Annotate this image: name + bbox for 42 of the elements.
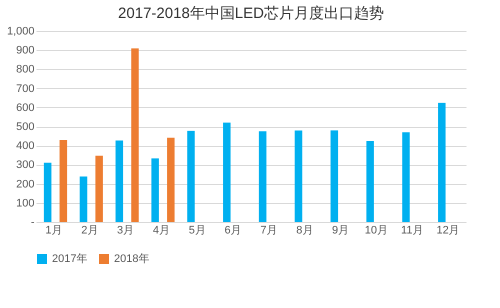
y-tick-label: 700: [16, 82, 34, 95]
x-tick-label: 3月: [117, 224, 134, 236]
bar: [294, 130, 302, 222]
x-tick-label: 5月: [188, 224, 206, 236]
chart-title: 2017-2018年中国LED芯片月度出口趋势: [118, 5, 384, 22]
bar: [402, 132, 410, 222]
x-tick-label: 6月: [224, 224, 242, 236]
y-tick-label: 600: [16, 102, 34, 114]
bar: [60, 140, 68, 222]
x-tick-label: 11月: [401, 224, 424, 236]
bar: [167, 138, 175, 222]
y-tick-label: 100: [16, 197, 34, 210]
bar: [116, 140, 124, 222]
x-tick-label: 7月: [260, 224, 278, 236]
bar: [44, 162, 52, 222]
bar: [223, 122, 231, 222]
bar: [95, 156, 103, 222]
bar: [366, 141, 374, 222]
y-tick-label: 200: [16, 178, 34, 190]
x-tick-label: 10月: [364, 224, 388, 236]
x-tick-label: 4月: [152, 224, 170, 236]
bar: [80, 176, 88, 222]
x-tick-label: 2月: [81, 224, 98, 236]
bar: [258, 131, 266, 222]
y-tick-label: 300: [16, 159, 34, 172]
x-tick-label: 1月: [45, 224, 62, 236]
y-tick-label: -: [30, 216, 35, 228]
legend-label: 2017年: [52, 253, 88, 265]
x-tick-label: 9月: [332, 224, 350, 236]
y-tick-label: 500: [16, 121, 34, 133]
legend-label: 2018年: [114, 253, 150, 265]
y-tick-label: 800: [16, 64, 34, 76]
x-tick-label: 12月: [436, 224, 460, 236]
bar: [187, 130, 195, 222]
bar: [438, 102, 446, 222]
bar: [330, 130, 338, 222]
y-tick-label: 400: [16, 140, 34, 152]
y-tick-label: 1,000: [6, 26, 34, 38]
bar: [131, 48, 139, 222]
y-tick-label: 900: [16, 44, 34, 57]
bar: [151, 158, 159, 222]
x-tick-label: 8月: [296, 224, 314, 236]
